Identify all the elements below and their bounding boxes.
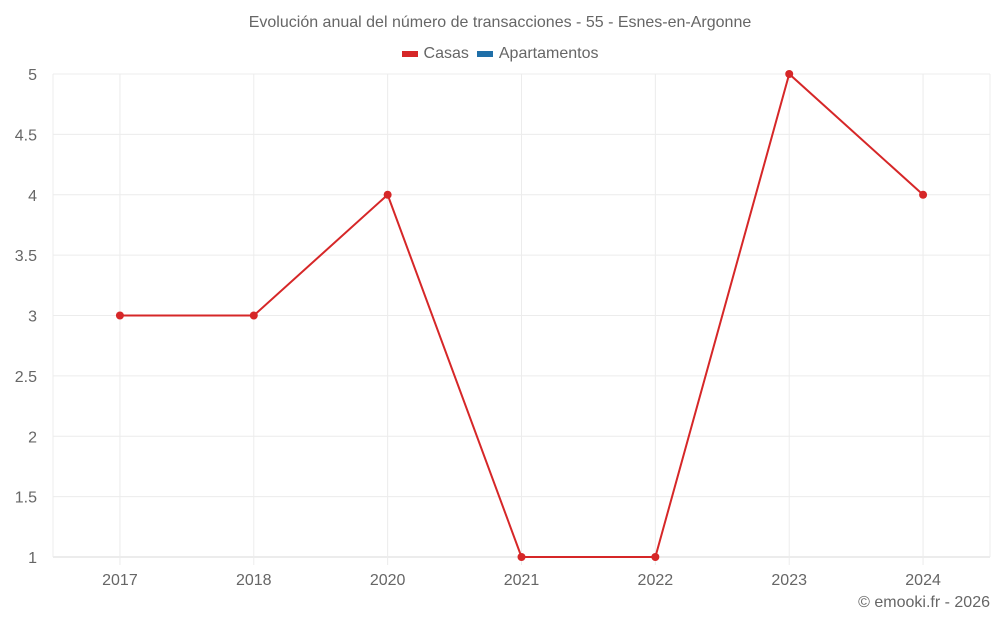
y-tick-label: 2.5 xyxy=(15,369,37,386)
y-tick-label: 1.5 xyxy=(15,490,37,507)
x-tick-label: 2017 xyxy=(102,572,138,589)
legend-item-casas[interactable]: Casas xyxy=(401,45,469,63)
chart-title: Evolución anual del número de transaccio… xyxy=(248,14,752,31)
legend-label-casas: Casas xyxy=(423,45,469,62)
x-tick-label: 2021 xyxy=(504,572,540,589)
credit-text: © emooki.fr - 2026 xyxy=(858,594,990,611)
data-point[interactable] xyxy=(249,311,258,320)
legend-label-apartamentos: Apartamentos xyxy=(498,45,599,62)
grid-lines xyxy=(52,73,991,565)
y-tick-label: 1 xyxy=(28,550,37,567)
data-point[interactable] xyxy=(383,190,392,199)
y-tick-label: 2 xyxy=(28,429,37,446)
data-point[interactable] xyxy=(919,190,928,199)
y-tick-label: 4 xyxy=(28,188,37,205)
y-tick-label: 3 xyxy=(28,309,37,326)
legend-item-apartamentos[interactable]: Apartamentos xyxy=(476,45,599,63)
x-tick-label: 2020 xyxy=(370,572,406,589)
legend-swatch-casas xyxy=(401,51,418,57)
x-axis-ticks: 2017 2018 2020 2021 2022 2023 2024 xyxy=(102,572,941,589)
chart-legend: Casas Apartamentos xyxy=(0,45,1000,63)
data-point[interactable] xyxy=(651,553,660,561)
x-tick-label: 2024 xyxy=(905,572,941,589)
y-axis-ticks: 1 1.5 2 2.5 3 3.5 4 4.5 5 xyxy=(15,67,37,567)
data-point[interactable] xyxy=(785,70,794,78)
x-tick-label: 2018 xyxy=(236,572,272,589)
y-tick-label: 4.5 xyxy=(15,127,37,144)
x-tick-label: 2022 xyxy=(638,572,674,589)
y-tick-label: 5 xyxy=(28,67,37,84)
series-casas xyxy=(115,70,928,561)
data-point[interactable] xyxy=(517,553,526,561)
x-tick-label: 2023 xyxy=(771,572,807,589)
legend-swatch-apartamentos xyxy=(476,51,493,57)
data-point[interactable] xyxy=(115,311,124,320)
y-tick-label: 3.5 xyxy=(15,248,37,265)
